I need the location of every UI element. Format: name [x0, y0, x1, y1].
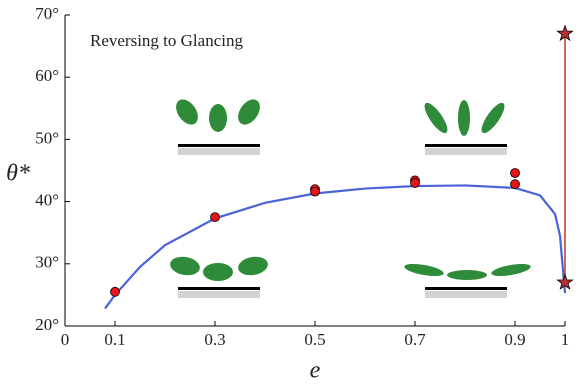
- x-tick-label: 0.9: [504, 330, 525, 349]
- y-tick-label: 30°: [35, 253, 59, 272]
- data-point: [410, 178, 420, 188]
- illustrations: [170, 99, 531, 298]
- x-tick-label: 0: [61, 330, 70, 349]
- x-tick-label: 1: [561, 330, 570, 349]
- illustration-top-left: [176, 99, 260, 155]
- y-tick-label: 50°: [35, 128, 59, 147]
- star-marker: [556, 273, 574, 290]
- illustration-bottom-right: [404, 263, 531, 298]
- fit-curve: [104, 184, 567, 310]
- x-axis-label: e: [310, 358, 321, 384]
- y-tick-label: 40°: [35, 191, 59, 210]
- star-marker: [556, 24, 574, 42]
- data-point: [210, 212, 220, 223]
- data-point: [110, 286, 120, 297]
- x-tick-label: 0.1: [104, 330, 125, 349]
- data-point: [310, 186, 320, 197]
- illustration-top-right: [424, 100, 507, 155]
- y-tick-label: 20°: [35, 315, 59, 334]
- illustration-bottom-left: [170, 256, 268, 298]
- y-axis-label: θ*: [6, 161, 30, 187]
- x-tick-label: 0.3: [204, 330, 225, 349]
- y-tick-label: 70°: [35, 4, 59, 23]
- annotation: Reversing to Glancing: [90, 31, 243, 50]
- x-tick-label: 0.7: [404, 330, 426, 349]
- x-tick-label: 0.5: [304, 330, 325, 349]
- data-point: [510, 168, 520, 178]
- y-tick-label: 60°: [35, 66, 59, 85]
- data-point: [510, 179, 520, 190]
